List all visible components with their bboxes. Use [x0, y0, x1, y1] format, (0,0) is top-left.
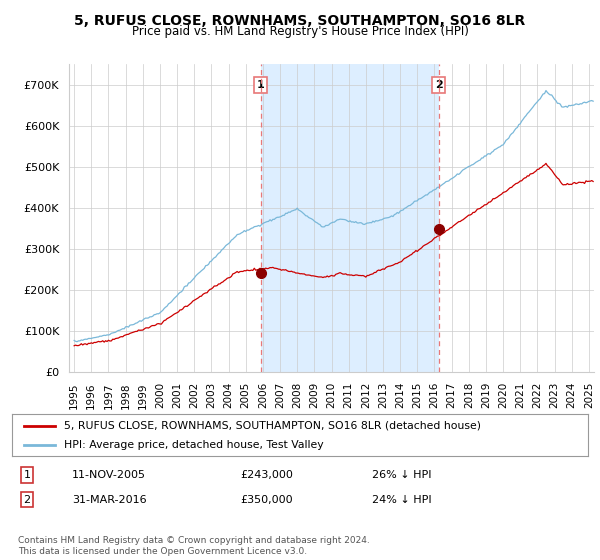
Text: 1: 1 [23, 470, 31, 480]
Bar [260, 64, 439, 372]
Text: HPI: Average price, detached house, Test Valley: HPI: Average price, detached house, Test… [64, 440, 323, 450]
Text: Contains HM Land Registry data © Crown copyright and database right 2024.
This d: Contains HM Land Registry data © Crown c… [18, 536, 370, 556]
Text: 26% ↓ HPI: 26% ↓ HPI [372, 470, 431, 480]
Text: 2: 2 [435, 80, 443, 90]
Text: 2: 2 [23, 494, 31, 505]
Text: 5, RUFUS CLOSE, ROWNHAMS, SOUTHAMPTON, SO16 8LR (detached house): 5, RUFUS CLOSE, ROWNHAMS, SOUTHAMPTON, S… [64, 421, 481, 431]
Text: 31-MAR-2016: 31-MAR-2016 [72, 494, 146, 505]
Text: £350,000: £350,000 [240, 494, 293, 505]
Text: 5, RUFUS CLOSE, ROWNHAMS, SOUTHAMPTON, SO16 8LR: 5, RUFUS CLOSE, ROWNHAMS, SOUTHAMPTON, S… [74, 14, 526, 28]
Text: £243,000: £243,000 [240, 470, 293, 480]
Text: 24% ↓ HPI: 24% ↓ HPI [372, 494, 431, 505]
Text: 1: 1 [257, 80, 265, 90]
Text: 11-NOV-2005: 11-NOV-2005 [72, 470, 146, 480]
Text: Price paid vs. HM Land Registry's House Price Index (HPI): Price paid vs. HM Land Registry's House … [131, 25, 469, 38]
